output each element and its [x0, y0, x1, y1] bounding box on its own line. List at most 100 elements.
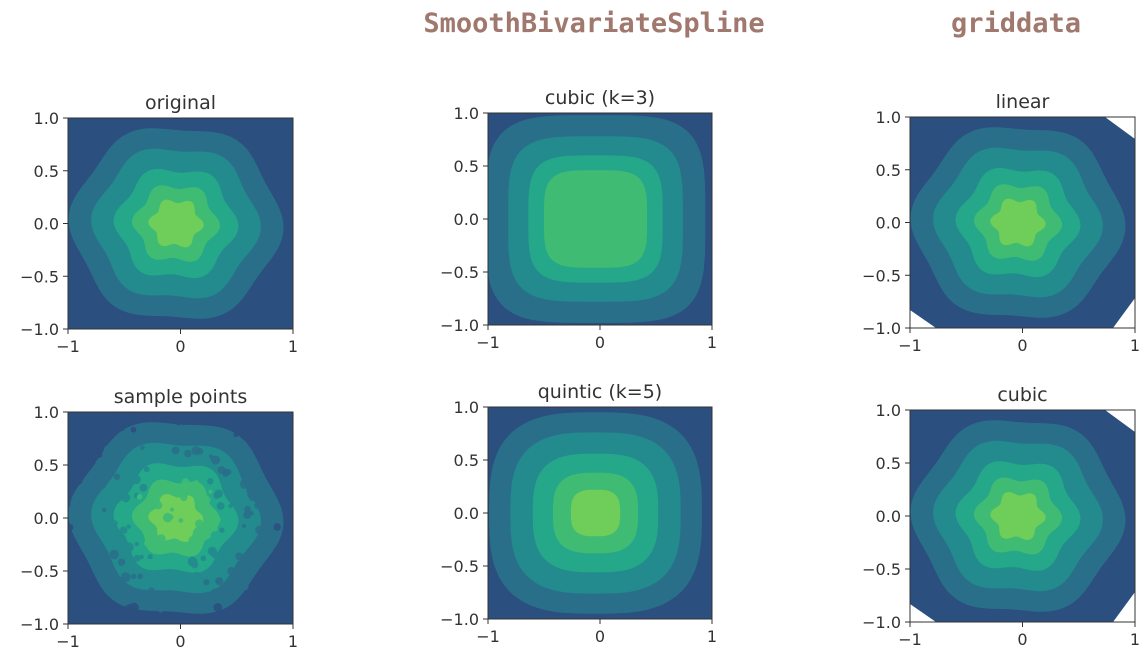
x-tick-label: 1: [288, 632, 298, 651]
sample-point: [131, 650, 140, 659]
y-tick-label: −0.5: [440, 557, 479, 576]
sample-point: [49, 540, 58, 549]
sample-point: [236, 458, 245, 466]
hull-corner-1: [910, 310, 936, 328]
sample-point: [288, 524, 293, 532]
contour-level-5: [990, 198, 1046, 247]
sample-point: [190, 429, 200, 439]
sample-point: [193, 480, 200, 486]
y-tick-label: 1.0: [454, 398, 479, 417]
sample-point: [141, 631, 145, 635]
sample-point: [213, 603, 223, 612]
y-tick-label: 0.5: [34, 162, 59, 181]
sample-point: [139, 432, 145, 438]
x-tick-label: 0: [595, 333, 605, 352]
sample-point: [169, 630, 175, 636]
sample-point: [153, 412, 163, 421]
y-tick-label: −0.5: [20, 267, 59, 286]
sample-point: [223, 552, 231, 559]
sample-point: [144, 540, 151, 547]
sample-point: [187, 556, 198, 567]
sample-point: [125, 435, 135, 445]
y-tick-label: −1.0: [440, 316, 479, 335]
sample-point: [214, 516, 221, 523]
sample-point: [93, 402, 101, 410]
plot-area: [68, 118, 293, 329]
sample-point: [58, 562, 64, 568]
sample-point: [158, 596, 168, 606]
sample-point: [68, 497, 71, 505]
y-tick-label: −0.5: [862, 266, 901, 285]
sample-point: [180, 493, 188, 502]
sample-point: [257, 402, 264, 409]
sample-point: [154, 501, 163, 510]
sample-point: [143, 466, 150, 473]
y-tick-label: 0.5: [454, 451, 479, 470]
sample-point: [51, 546, 59, 554]
x-tick-label: 0: [1017, 630, 1027, 649]
sample-point: [177, 424, 185, 433]
sample-point: [137, 573, 143, 580]
sample-point: [130, 426, 137, 433]
sample-point: [210, 588, 219, 597]
sample-point: [42, 583, 48, 589]
sample-point: [254, 448, 261, 456]
sample-point: [139, 639, 143, 643]
sample-point: [285, 558, 293, 568]
sample-point: [260, 615, 269, 624]
sample-point: [324, 505, 329, 510]
panel-sample-points: sample points 1.0 0.5 0.0 −0.5 −1.0−1 0 1: [20, 386, 329, 659]
sample-point: [140, 445, 145, 450]
y-tick-label: −1.0: [440, 610, 479, 629]
sample-point: [212, 526, 218, 532]
group-title-griddata: griddata: [951, 8, 1081, 39]
sample-point: [179, 487, 186, 494]
sample-point: [151, 592, 161, 602]
sample-point: [310, 512, 319, 521]
contour-level-4: [544, 170, 647, 268]
y-tick-label: −1.0: [862, 613, 901, 632]
sample-point: [300, 550, 307, 557]
sample-point: [319, 480, 326, 487]
sample-point: [109, 629, 113, 633]
sample-point: [119, 641, 123, 645]
sample-point: [238, 635, 247, 644]
sample-point: [297, 583, 305, 591]
sample-point: [188, 631, 196, 639]
sample-point: [301, 480, 307, 486]
sample-point: [213, 492, 220, 499]
sample-point: [37, 553, 46, 562]
sample-point: [149, 614, 155, 619]
sample-point: [175, 416, 186, 427]
sample-point: [284, 583, 290, 590]
sample-point: [90, 425, 96, 430]
sample-point: [273, 523, 281, 531]
x-tick-label: 1: [707, 627, 717, 646]
plot-area: [37, 402, 329, 659]
sample-point: [78, 597, 84, 603]
sample-point: [181, 478, 190, 486]
sample-point: [259, 472, 264, 478]
sample-point: [43, 543, 48, 548]
sample-point: [211, 455, 220, 465]
sample-point: [139, 554, 144, 560]
sample-point: [235, 552, 243, 561]
sample-point: [233, 431, 239, 438]
sample-point: [114, 587, 123, 595]
sample-point: [170, 507, 175, 512]
y-tick-label: 0.0: [876, 507, 901, 526]
sample-point: [284, 574, 293, 583]
sample-point: [297, 543, 305, 551]
x-tick-label: 0: [595, 627, 605, 646]
sample-point: [89, 460, 94, 466]
sample-point: [256, 418, 263, 425]
sample-point: [235, 640, 244, 649]
sample-point: [254, 501, 262, 509]
y-tick-label: −0.5: [440, 263, 479, 282]
y-tick-label: 0.0: [454, 504, 479, 523]
sample-point: [93, 605, 103, 615]
sample-point: [249, 605, 258, 614]
sample-point: [241, 523, 246, 528]
